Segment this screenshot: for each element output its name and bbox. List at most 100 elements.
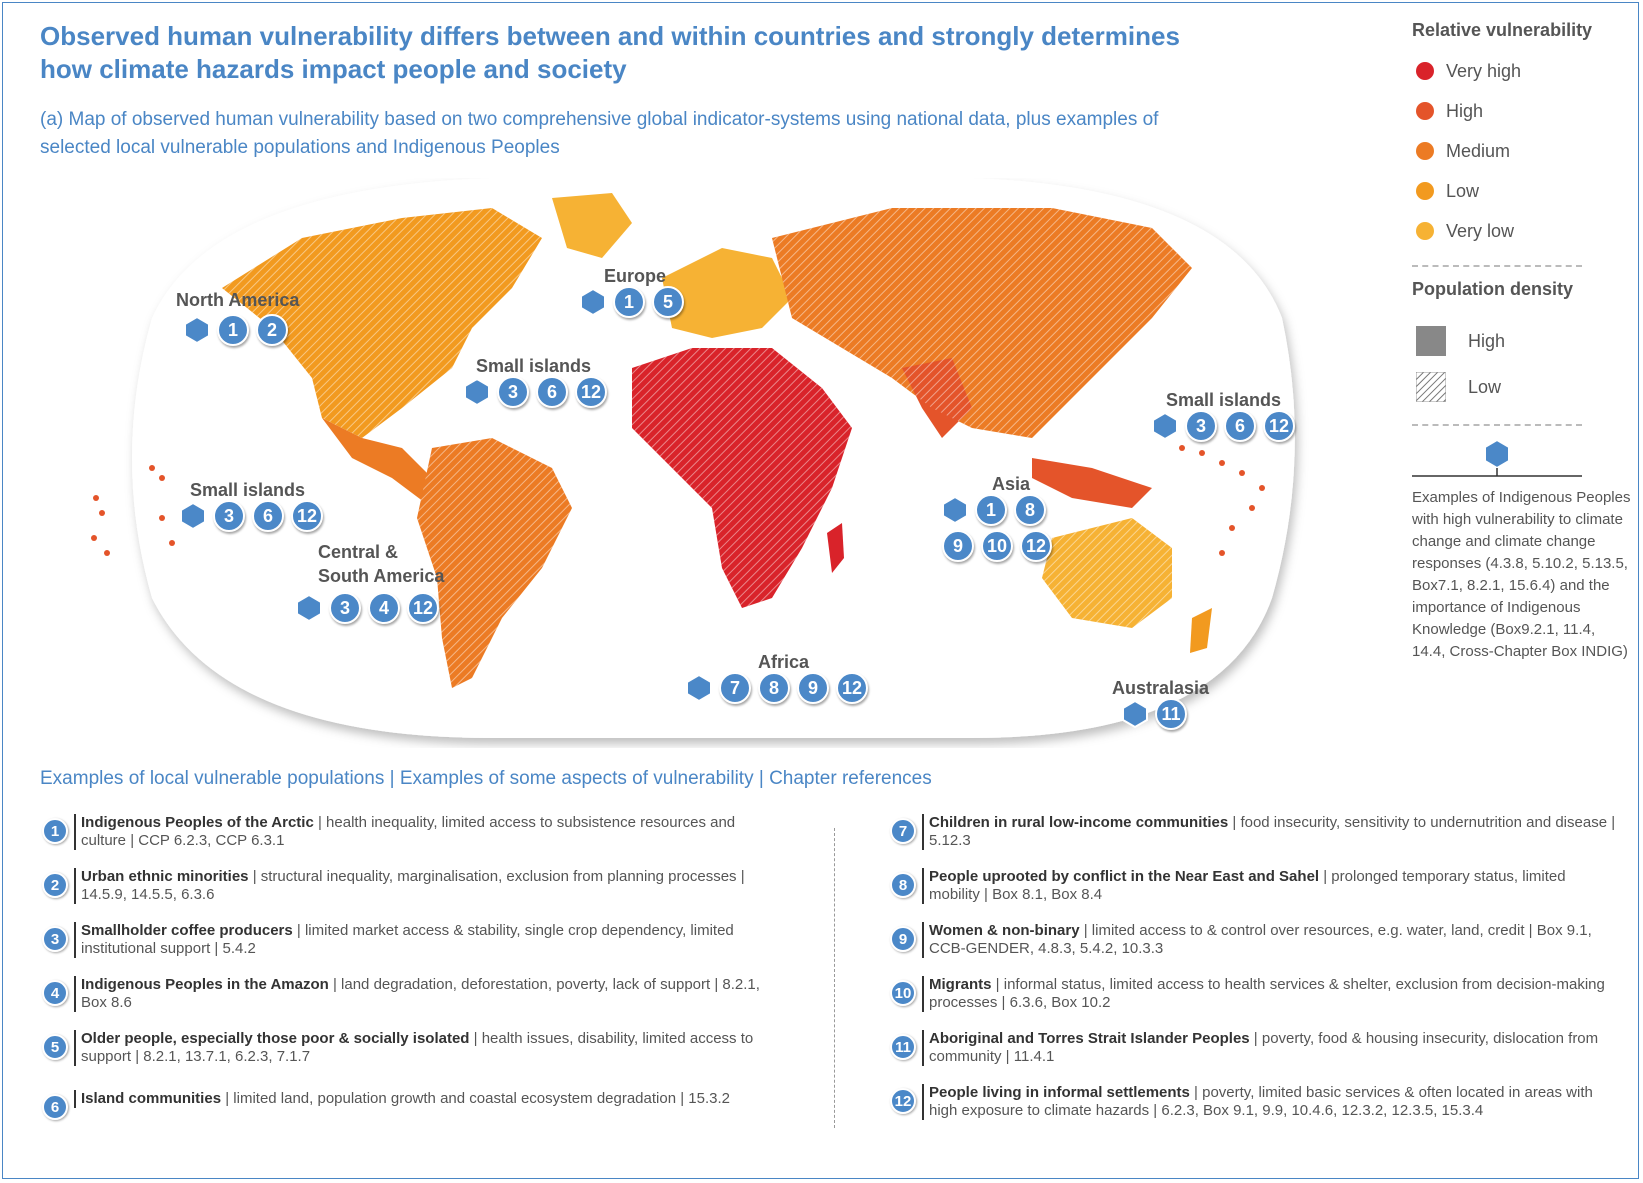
region-label-small-islands-pacific: Small islands: [1166, 390, 1282, 410]
australasia-markers: 11: [1122, 698, 1187, 730]
column-divider: [834, 828, 835, 1128]
africa-markers: 7 8 9 12: [686, 672, 868, 704]
marker-1[interactable]: 1: [975, 494, 1007, 526]
new-zealand-landmass: [1190, 608, 1212, 653]
legend-item-low: Low: [1412, 171, 1632, 211]
example-item: 2 Urban ethnic minorities | structural in…: [42, 868, 771, 904]
marker-12[interactable]: 12: [575, 376, 607, 408]
marker-10[interactable]: 10: [981, 530, 1013, 562]
figure-title: Observed human vulnerability differs bet…: [40, 21, 1180, 84]
legend-item-high: High: [1412, 91, 1632, 131]
indigenous-hexagon-icon[interactable]: [184, 316, 210, 344]
example-number: 7: [890, 818, 916, 844]
example-item: 9 Women & non-binary | limited access to …: [890, 922, 1619, 958]
legend-density-title: Population density: [1412, 279, 1574, 299]
indigenous-hexagon-icon[interactable]: [942, 496, 968, 524]
indigenous-hexagon-icon[interactable]: [464, 378, 490, 406]
pacific-islands-west: [91, 465, 175, 556]
marker-3[interactable]: 3: [213, 500, 245, 532]
madagascar-landmass: [827, 523, 844, 573]
marker-8[interactable]: 8: [758, 672, 790, 704]
region-label-small-islands-caribbean: Small islands: [476, 356, 592, 376]
example-item: 7 Children in rural low-income communitie…: [890, 814, 1619, 850]
example-item: 4 Indigenous Peoples in the Amazon | land…: [42, 976, 771, 1012]
marker-12[interactable]: 12: [836, 672, 868, 704]
central-america-landmass: [322, 418, 452, 508]
indigenous-hexagon-icon[interactable]: [1122, 700, 1148, 728]
indigenous-hexagon-icon[interactable]: [686, 674, 712, 702]
example-number: 10: [890, 980, 916, 1006]
greenland-landmass: [552, 193, 632, 258]
legend-hexagon-icon: [1412, 438, 1582, 477]
marker-12[interactable]: 12: [291, 500, 323, 532]
marker-9[interactable]: 9: [942, 530, 974, 562]
marker-5[interactable]: 5: [652, 286, 684, 318]
marker-6[interactable]: 6: [536, 376, 568, 408]
asia-markers-row1: 1 8: [942, 494, 1046, 526]
marker-1[interactable]: 1: [613, 286, 645, 318]
marker-12[interactable]: 12: [1263, 410, 1295, 442]
example-item: 3 Smallholder coffee producers | limited …: [42, 922, 771, 958]
example-number: 9: [890, 926, 916, 952]
legend-vulnerability-title: Relative vulnerability: [1412, 20, 1593, 40]
marker-12[interactable]: 12: [1020, 530, 1052, 562]
example-item: 5 Older people, especially those poor & s…: [42, 1030, 771, 1066]
example-number: 12: [890, 1088, 916, 1114]
indigenous-hexagon-icon[interactable]: [180, 502, 206, 530]
example-item: 1 Indigenous Peoples of the Arctic | heal…: [42, 814, 771, 850]
west-islands-markers: 3 6 12: [180, 500, 323, 532]
marker-1[interactable]: 1: [217, 314, 249, 346]
marker-9[interactable]: 9: [797, 672, 829, 704]
example-number: 2: [42, 872, 68, 898]
region-label-north-america: North America: [176, 290, 300, 310]
example-item: 10 Migrants | informal status, limited ac…: [890, 976, 1619, 1012]
region-label-africa: Africa: [758, 652, 810, 672]
example-number: 11: [890, 1034, 916, 1060]
legend-divider: [1412, 424, 1582, 426]
asia-markers-row2: 9 10 12: [942, 530, 1052, 562]
map-svg: [91, 178, 1295, 738]
indigenous-hexagon-icon[interactable]: [296, 594, 322, 622]
indigenous-hexagon-icon[interactable]: [580, 288, 606, 316]
pacific-islands-markers: 3 6 12: [1152, 410, 1295, 442]
marker-6[interactable]: 6: [1224, 410, 1256, 442]
marker-7[interactable]: 7: [719, 672, 751, 704]
region-label-small-islands-west: Small islands: [190, 480, 306, 500]
example-number: 5: [42, 1034, 68, 1060]
marker-12[interactable]: 12: [407, 592, 439, 624]
map-legend: Relative vulnerability Very high High Me…: [1412, 20, 1632, 663]
legend-item-very-high: Very high: [1412, 51, 1632, 91]
world-vulnerability-map: North America 1 2 Europe 1 5 Small islan…: [72, 178, 1372, 748]
legend-density-high: High: [1412, 318, 1632, 364]
legend-item-medium: Medium: [1412, 131, 1632, 171]
legend-item-very-low: Very low: [1412, 211, 1632, 251]
marker-6[interactable]: 6: [252, 500, 284, 532]
marker-3[interactable]: 3: [497, 376, 529, 408]
example-item: 12 People living in informal settlements …: [890, 1084, 1619, 1120]
legend-indigenous-text: Examples of Indigenous Peoples with high…: [1412, 489, 1631, 660]
example-item: 11 Aboriginal and Torres Strait Islander …: [890, 1030, 1619, 1066]
example-number: 3: [42, 926, 68, 952]
caribbean-islands-markers: 3 6 12: [464, 376, 607, 408]
marker-4[interactable]: 4: [368, 592, 400, 624]
example-number: 8: [890, 872, 916, 898]
marker-8[interactable]: 8: [1014, 494, 1046, 526]
marker-3[interactable]: 3: [1185, 410, 1217, 442]
example-number: 6: [42, 1094, 68, 1120]
marker-11[interactable]: 11: [1155, 698, 1187, 730]
region-label-central-south-america: Central & South America: [318, 542, 445, 586]
europe-landmass: [662, 248, 792, 338]
marker-3[interactable]: 3: [329, 592, 361, 624]
region-label-asia: Asia: [992, 474, 1031, 494]
examples-heading: Examples of local vulnerable populations…: [40, 768, 932, 789]
region-label-europe: Europe: [604, 266, 667, 286]
north-america-markers: 1 2: [184, 314, 288, 346]
legend-divider: [1412, 265, 1582, 267]
region-label-australasia: Australasia: [1112, 678, 1210, 698]
example-number: 1: [42, 818, 68, 844]
indigenous-hexagon-icon[interactable]: [1152, 412, 1178, 440]
example-number: 4: [42, 980, 68, 1006]
marker-2[interactable]: 2: [256, 314, 288, 346]
pacific-islands-east: [1179, 445, 1265, 556]
